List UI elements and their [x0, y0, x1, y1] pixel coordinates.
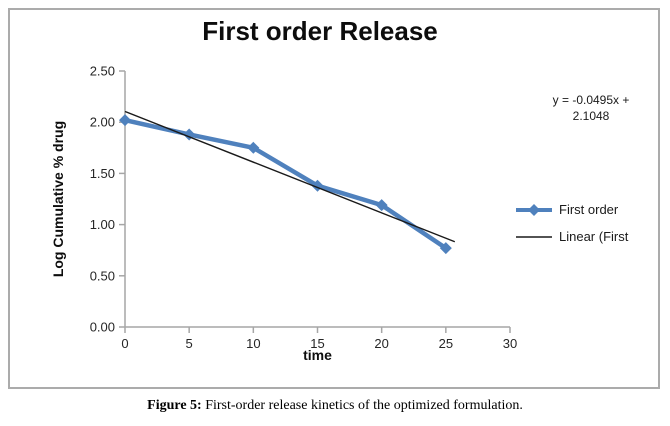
x-tick-label: 10 — [246, 336, 260, 351]
data-point-marker — [183, 128, 196, 141]
chart-frame: First order Release 0.00 0.50 1.00 1.50 2.00… — [8, 8, 660, 389]
legend-item-first-order: First order — [515, 196, 660, 223]
y-tick-label: 0.00 — [90, 320, 115, 335]
legend: First order Linear (First — [515, 196, 660, 250]
x-axis-title: time — [303, 347, 332, 363]
caption-label: Figure 5: — [147, 398, 202, 413]
legend-item-linear: Linear (First — [515, 223, 660, 250]
y-tick-label: 2.50 — [90, 64, 115, 79]
trendline-equation: y = -0.0495x + 2.1048 — [522, 92, 660, 124]
y-tick-label: 1.00 — [90, 217, 115, 232]
equation-line2: 2.1048 — [572, 109, 610, 124]
data-point-marker — [247, 141, 260, 154]
trendline-icon — [516, 235, 552, 238]
caption-text: First-order release kinetics of the opti… — [201, 398, 523, 413]
data-point-marker — [375, 199, 388, 212]
data-point-marker — [119, 114, 131, 127]
y-tick-label: 0.50 — [90, 268, 115, 283]
y-tick-label: 1.50 — [90, 166, 115, 181]
x-tick-label: 5 — [186, 336, 193, 351]
trendline — [124, 110, 456, 243]
x-tick-label: 25 — [439, 336, 453, 351]
legend-label-first-order: First order — [559, 202, 619, 217]
series-line-first-order — [122, 117, 449, 251]
x-tick-label: 15 — [310, 336, 324, 351]
legend-label-linear: Linear (First — [559, 229, 629, 244]
x-tick-label: 30 — [503, 336, 517, 351]
x-tick-label: 20 — [374, 336, 388, 351]
y-axis-title: Log Cumulative % drug — [50, 120, 66, 278]
x-tick-label: 0 — [121, 336, 128, 351]
y-tick-label: 2.00 — [90, 115, 115, 130]
figure-caption: Figure 5: First-order release kinetics o… — [0, 398, 670, 414]
chart-title: First order Release — [202, 16, 438, 46]
plot-svg: 0.00 0.50 1.00 1.50 2.00 2.50 0 5 10 15 20 25 30 — [90, 64, 518, 352]
series-line-diamond-icon — [516, 203, 552, 216]
data-point-marker — [439, 242, 452, 255]
equation-line1: y = -0.0495x + — [552, 93, 630, 107]
